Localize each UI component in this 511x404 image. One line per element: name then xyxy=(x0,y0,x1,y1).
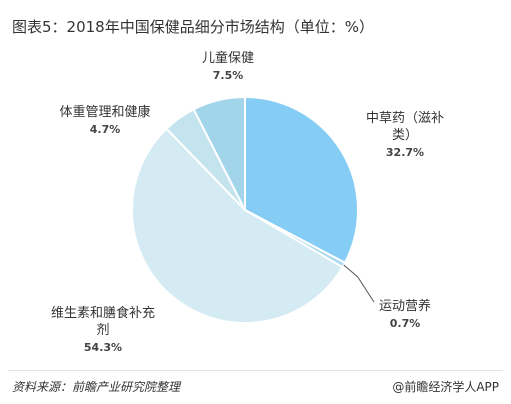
chart-title: 图表5：2018年中国保健品细分市场结构（单位：%） xyxy=(12,18,374,36)
category-label: 儿童保健 xyxy=(201,51,254,66)
value-label: 54.3% xyxy=(83,341,123,354)
value-label: 4.7% xyxy=(89,123,121,136)
slice-label: 体重管理和健康 4.7% xyxy=(50,104,160,138)
brand: @前瞻经济学人APP xyxy=(392,380,499,394)
slice-label: 中草药（滋补类） 32.7% xyxy=(360,110,450,161)
value-label: 0.7% xyxy=(389,317,421,330)
category-label: 中草药（滋补类） xyxy=(365,111,444,143)
value-label: 7.5% xyxy=(212,69,244,82)
pie-slice xyxy=(131,127,344,324)
value-label: 32.7% xyxy=(385,146,425,159)
category-label: 维生素和膳食补充剂 xyxy=(50,306,155,338)
category-label: 运动营养 xyxy=(378,299,431,314)
category-label: 体重管理和健康 xyxy=(59,105,151,120)
pie-slice xyxy=(244,95,359,265)
divider xyxy=(8,370,503,371)
source: 资料来源：前瞻产业研究院整理 xyxy=(12,380,181,394)
slice-label: 儿童保健 7.5% xyxy=(190,50,266,84)
slice-label: 运动营养 0.7% xyxy=(368,298,442,332)
leader-line xyxy=(343,264,375,303)
slice-label: 维生素和膳食补充剂 54.3% xyxy=(48,305,158,356)
pie-slice xyxy=(192,95,246,211)
